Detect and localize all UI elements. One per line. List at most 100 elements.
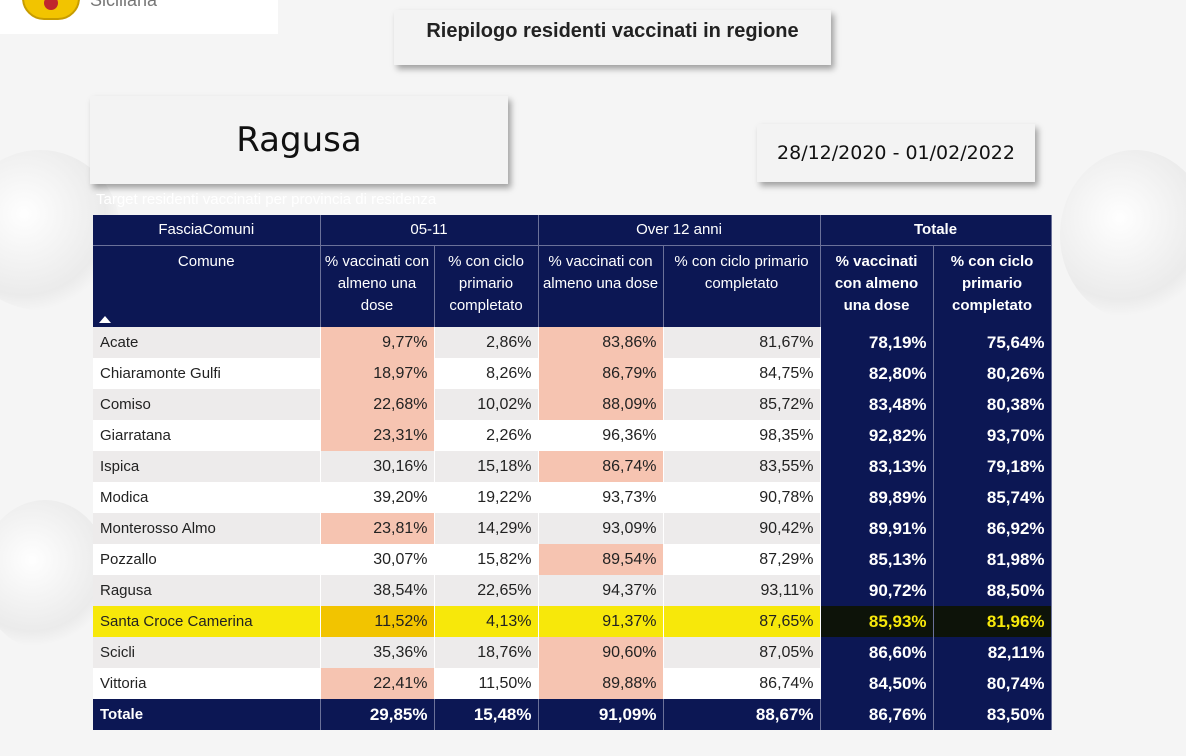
value-cell: 84,75% <box>663 358 821 389</box>
logo-text: Siciliana <box>90 0 158 10</box>
table-row[interactable]: Ispica 30,16% 15,18% 86,74% 83,55% 83,13… <box>93 451 1052 482</box>
value-cell: 89,54% <box>538 544 664 575</box>
comune-cell: Monterosso Almo <box>93 513 321 544</box>
value-cell: 10,02% <box>434 389 539 420</box>
value-cell: 90,78% <box>663 482 821 513</box>
sort-ascending-icon[interactable] <box>99 316 111 323</box>
table-row[interactable]: Acate 9,77% 2,86% 83,86% 81,67% 78,19% 7… <box>93 327 1052 358</box>
totals-cell: 88,67% <box>663 699 821 730</box>
province-label: Ragusa <box>90 96 508 184</box>
total-cell: 81,96% <box>933 606 1052 637</box>
table-row[interactable]: Scicli 35,36% 18,76% 90,60% 87,05% 86,60… <box>93 637 1052 668</box>
total-cell: 89,89% <box>820 482 934 513</box>
value-cell: 9,77% <box>320 327 435 358</box>
value-cell: 14,29% <box>434 513 539 544</box>
total-cell: 75,64% <box>933 327 1052 358</box>
totals-cell: 91,09% <box>538 699 664 730</box>
comune-cell: Ispica <box>93 451 321 482</box>
table-row[interactable]: Ragusa 38,54% 22,65% 94,37% 93,11% 90,72… <box>93 575 1052 606</box>
table-row[interactable]: Chiaramonte Gulfi 18,97% 8,26% 86,79% 84… <box>93 358 1052 389</box>
comune-cell: Ragusa <box>93 575 321 606</box>
table-subtitle: Target residenti vaccinati per provincia… <box>96 191 437 208</box>
group-header-totale[interactable]: Totale <box>820 215 1052 246</box>
value-cell: 4,13% <box>434 606 539 637</box>
value-cell: 93,09% <box>538 513 664 544</box>
column-header-over12-ciclo[interactable]: % con ciclo primario completato <box>663 245 821 327</box>
value-cell: 87,65% <box>663 606 821 637</box>
value-cell: 93,11% <box>663 575 821 606</box>
column-header-05-11-ciclo[interactable]: % con ciclo primario completato <box>434 245 539 327</box>
value-cell: 38,54% <box>320 575 435 606</box>
value-cell: 81,67% <box>663 327 821 358</box>
vaccination-matrix: FasciaComuni 05-11 Over 12 anni Totale C… <box>93 215 1052 730</box>
value-cell: 2,86% <box>434 327 539 358</box>
value-cell: 30,16% <box>320 451 435 482</box>
column-header-comune[interactable]: Comune <box>93 245 321 327</box>
value-cell: 23,31% <box>320 420 435 451</box>
background-decoration-left-lower <box>0 500 110 650</box>
total-cell: 81,98% <box>933 544 1052 575</box>
value-cell: 30,07% <box>320 544 435 575</box>
total-cell: 85,13% <box>820 544 934 575</box>
value-cell: 85,72% <box>663 389 821 420</box>
comune-cell: Giarratana <box>93 420 321 451</box>
totals-label: Totale <box>93 699 321 730</box>
table-row[interactable]: Pozzallo 30,07% 15,82% 89,54% 87,29% 85,… <box>93 544 1052 575</box>
background-decoration-right <box>1060 150 1186 320</box>
value-cell: 93,73% <box>538 482 664 513</box>
value-cell: 15,18% <box>434 451 539 482</box>
value-cell: 22,41% <box>320 668 435 699</box>
column-header-over12-una-dose[interactable]: % vaccinati con almeno una dose <box>538 245 664 327</box>
value-cell: 91,37% <box>538 606 664 637</box>
comune-cell: Modica <box>93 482 321 513</box>
value-cell: 15,82% <box>434 544 539 575</box>
group-header-over-12[interactable]: Over 12 anni <box>538 215 821 246</box>
value-cell: 87,05% <box>663 637 821 668</box>
comune-cell: Santa Croce Camerina <box>93 606 321 637</box>
totals-cell: 29,85% <box>320 699 435 730</box>
table-row[interactable]: Monterosso Almo 23,81% 14,29% 93,09% 90,… <box>93 513 1052 544</box>
total-cell: 82,80% <box>820 358 934 389</box>
table-row[interactable]: Comiso 22,68% 10,02% 88,09% 85,72% 83,48… <box>93 389 1052 420</box>
total-cell: 85,74% <box>933 482 1052 513</box>
value-cell: 22,65% <box>434 575 539 606</box>
value-cell: 11,50% <box>434 668 539 699</box>
column-header-comune-label: Comune <box>177 252 235 270</box>
value-cell: 98,35% <box>663 420 821 451</box>
region-logo-panel: Siciliana <box>0 0 278 34</box>
total-cell: 84,50% <box>820 668 934 699</box>
table-row[interactable]: Modica 39,20% 19,22% 93,73% 90,78% 89,89… <box>93 482 1052 513</box>
column-header-05-11-una-dose[interactable]: % vaccinati con almeno una dose <box>320 245 435 327</box>
table-row[interactable]: Giarratana 23,31% 2,26% 96,36% 98,35% 92… <box>93 420 1052 451</box>
value-cell: 90,60% <box>538 637 664 668</box>
table-row[interactable]: Vittoria 22,41% 11,50% 89,88% 86,74% 84,… <box>93 668 1052 699</box>
total-cell: 85,93% <box>820 606 934 637</box>
value-cell: 89,88% <box>538 668 664 699</box>
total-cell: 92,82% <box>820 420 934 451</box>
total-cell: 80,38% <box>933 389 1052 420</box>
value-cell: 2,26% <box>434 420 539 451</box>
value-cell: 39,20% <box>320 482 435 513</box>
total-cell: 80,26% <box>933 358 1052 389</box>
column-header-totale-una-dose[interactable]: % vaccinati con almeno una dose <box>820 245 934 327</box>
value-cell: 22,68% <box>320 389 435 420</box>
value-cell: 19,22% <box>434 482 539 513</box>
group-header-fascia[interactable]: FasciaComuni <box>93 215 321 246</box>
table-row-selected[interactable]: Santa Croce Camerina 11,52% 4,13% 91,37%… <box>93 606 1052 637</box>
total-cell: 80,74% <box>933 668 1052 699</box>
value-cell: 11,52% <box>320 606 435 637</box>
total-cell: 83,13% <box>820 451 934 482</box>
comune-cell: Vittoria <box>93 668 321 699</box>
total-cell: 78,19% <box>820 327 934 358</box>
totals-cell: 86,76% <box>820 699 934 730</box>
report-title: Riepilogo residenti vaccinati in regione <box>394 10 831 65</box>
value-cell: 8,26% <box>434 358 539 389</box>
total-cell: 90,72% <box>820 575 934 606</box>
total-cell: 86,92% <box>933 513 1052 544</box>
column-header-totale-ciclo[interactable]: % con ciclo primario completato <box>933 245 1052 327</box>
value-cell: 83,55% <box>663 451 821 482</box>
date-range-label: 28/12/2020 - 01/02/2022 <box>757 124 1035 182</box>
group-header-05-11[interactable]: 05-11 <box>320 215 539 246</box>
value-cell: 90,42% <box>663 513 821 544</box>
total-cell: 79,18% <box>933 451 1052 482</box>
